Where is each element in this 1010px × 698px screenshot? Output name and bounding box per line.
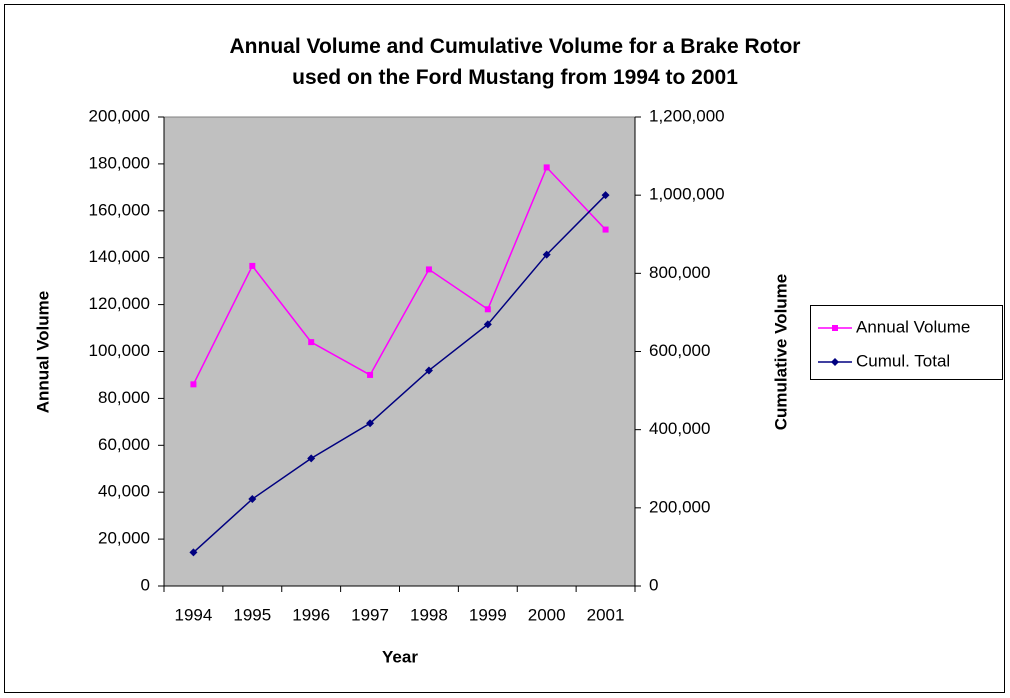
x-tick-label: 2000 bbox=[528, 605, 566, 624]
y-tick-label: 200,000 bbox=[89, 106, 150, 125]
data-point bbox=[248, 495, 257, 504]
y2-tick-label: 400,000 bbox=[649, 419, 710, 438]
x-tick-label: 1998 bbox=[410, 605, 448, 624]
y2-tick-label: 600,000 bbox=[649, 341, 710, 360]
y-tick-label: 60,000 bbox=[98, 435, 150, 454]
legend-marker bbox=[832, 325, 838, 331]
legend-label: Cumul. Total bbox=[856, 351, 950, 370]
data-point bbox=[307, 454, 316, 463]
series-line bbox=[192, 166, 607, 385]
y-axis-title: Annual Volume bbox=[33, 291, 52, 413]
data-point bbox=[542, 250, 551, 259]
y2-tick-label: 800,000 bbox=[649, 263, 710, 282]
y2-tick-label: 200,000 bbox=[649, 497, 710, 516]
y2-tick-label: 0 bbox=[649, 575, 658, 594]
y2-axis-title: Cumulative Volume bbox=[771, 274, 790, 431]
x-tick-label: 1999 bbox=[469, 605, 507, 624]
x-tick-label: 1995 bbox=[233, 605, 271, 624]
y-tick-label: 140,000 bbox=[89, 247, 150, 266]
legend-box bbox=[810, 305, 1003, 380]
y-tick-label: 120,000 bbox=[89, 294, 150, 313]
legend-marker bbox=[831, 358, 839, 366]
series-line bbox=[192, 194, 607, 553]
legend-label: Annual Volume bbox=[856, 317, 970, 336]
y-tick-label: 100,000 bbox=[89, 341, 150, 360]
y2-tick-label: 1,200,000 bbox=[649, 106, 725, 125]
y-tick-label: 160,000 bbox=[89, 200, 150, 219]
data-point bbox=[601, 191, 610, 200]
x-tick-label: 1997 bbox=[351, 605, 389, 624]
x-tick-label: 2001 bbox=[587, 605, 625, 624]
y-tick-label: 180,000 bbox=[89, 153, 150, 172]
data-point bbox=[425, 266, 432, 273]
data-point bbox=[366, 419, 375, 428]
data-point bbox=[308, 339, 315, 346]
chart-title: Annual Volume and Cumulative Volume for … bbox=[230, 35, 801, 89]
x-axis-title: Year bbox=[382, 647, 418, 666]
data-point bbox=[190, 381, 197, 388]
data-point bbox=[367, 371, 374, 378]
y-tick-label: 40,000 bbox=[98, 482, 150, 501]
data-point bbox=[602, 226, 609, 233]
x-tick-label: 1994 bbox=[175, 605, 213, 624]
y-tick-label: 80,000 bbox=[98, 388, 150, 407]
x-tick-label: 1996 bbox=[292, 605, 330, 624]
data-point bbox=[189, 548, 198, 557]
data-point bbox=[543, 164, 550, 171]
data-point bbox=[424, 366, 433, 375]
data-point bbox=[249, 262, 256, 269]
y-tick-label: 20,000 bbox=[98, 529, 150, 548]
data-point bbox=[484, 306, 491, 313]
data-point bbox=[483, 320, 492, 329]
y-tick-label: 0 bbox=[141, 575, 150, 594]
y2-tick-label: 1,000,000 bbox=[649, 185, 725, 204]
